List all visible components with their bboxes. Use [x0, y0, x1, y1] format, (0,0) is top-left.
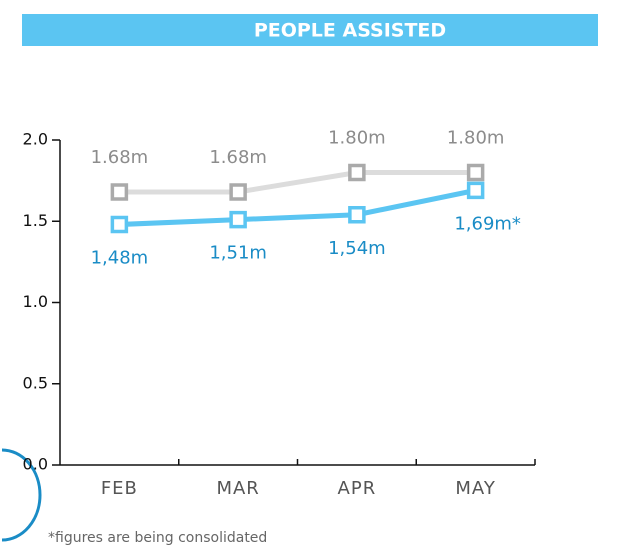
marker: [229, 183, 247, 201]
chart-title: PEOPLE ASSISTED: [254, 20, 446, 42]
data-label: 1.68m: [209, 147, 267, 168]
footnote: *figures are being consolidated: [48, 530, 267, 546]
marker: [348, 206, 366, 224]
y-tick-label: 0.0: [23, 455, 48, 474]
y-tick-label: 1.0: [23, 292, 48, 311]
y-tick-label: 1.5: [23, 211, 48, 230]
marker: [229, 210, 247, 229]
data-label: 1.80m: [328, 128, 386, 149]
y-tick-label: 2.0: [23, 130, 48, 149]
x-tick-label: APR: [338, 478, 377, 499]
marker: [110, 183, 129, 201]
series-line: [119, 170, 476, 195]
data-label: 1,51m: [209, 243, 267, 264]
y-tick-label: 0.5: [23, 373, 48, 392]
marker: [466, 163, 485, 182]
data-label: 1,48m: [91, 248, 149, 269]
series-line: [119, 187, 477, 227]
x-tick-label: MAR: [216, 478, 259, 499]
marker: [466, 181, 485, 200]
title-bar: [22, 14, 598, 46]
marker: [110, 215, 129, 234]
data-label: 1.68m: [91, 147, 149, 168]
data-label: 1,54m: [328, 238, 386, 259]
data-label: 1.80m: [447, 128, 505, 149]
decor-circle: [1, 448, 42, 542]
data-label: 1,69m*: [454, 213, 521, 234]
x-tick-label: FEB: [101, 478, 138, 499]
x-tick-label: MAY: [455, 478, 495, 499]
marker: [348, 163, 366, 182]
